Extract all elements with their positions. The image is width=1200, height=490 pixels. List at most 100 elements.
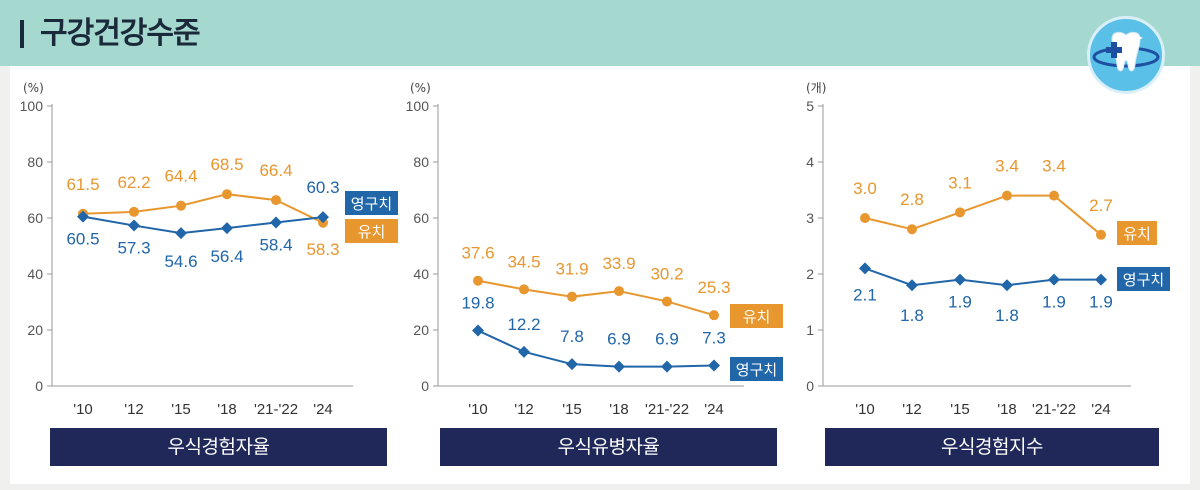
chart-3-point-child <box>860 213 870 223</box>
chart-2-caption: 우식유병자율 <box>440 428 777 466</box>
chart-2-x-tick-label: '15 <box>562 401 582 418</box>
chart-2-y-tick-label: 0 <box>421 378 429 394</box>
chart-1-data-label: 57.3 <box>117 239 150 258</box>
chart-1-x-tick-label: '24 <box>313 401 333 418</box>
chart-3-legend-tag-permanent <box>1117 267 1170 291</box>
chart-1-legend-label: 영구치 <box>351 195 392 213</box>
chart-1-point-permanent <box>175 227 187 240</box>
chart-1-caption: 우식경험자율 <box>50 428 387 466</box>
chart-3-x-tick-label: '15 <box>950 401 970 418</box>
chart-1-y-tick-label: 0 <box>35 378 43 394</box>
chart-2-data-label: 12.2 <box>507 315 540 334</box>
chart-2-point-child <box>519 284 529 295</box>
chart-1-legend-label: 유치 <box>358 223 386 241</box>
chart-1-series-line-permanent <box>82 215 324 235</box>
chart-2-data-label: 34.5 <box>507 252 540 271</box>
chart-1-legend-tag-permanent <box>345 191 398 215</box>
chart-2-x-tick-label: '21-'22 <box>645 401 689 418</box>
chart-2-data-label: 30.2 <box>650 264 683 283</box>
chart-3-y-tick-label: 4 <box>806 154 814 170</box>
chart-1-x-tick-label: '12 <box>124 401 144 418</box>
chart-3-point-permanent <box>859 262 871 275</box>
chart-2-series-line-permanent <box>477 329 715 368</box>
chart-2-data-label: 6.9 <box>655 330 679 349</box>
chart-3-point-permanent <box>1001 279 1013 292</box>
chart-3-series-line-child <box>864 194 1102 236</box>
chart-2-point-child <box>662 296 672 307</box>
chart-3-y-tick-label: 2 <box>806 266 814 282</box>
chart-3-x-tick-label: '12 <box>902 401 922 418</box>
chart-2-point-permanent <box>566 358 578 371</box>
chart-2-x-tick-label: '10 <box>468 401 488 418</box>
chart-3-data-label: 1.9 <box>1042 293 1066 312</box>
chart-1-data-label: 68.5 <box>210 155 243 174</box>
chart-3-point-child <box>1096 229 1106 240</box>
chart-3-y-tick-label: 5 <box>806 98 814 114</box>
chart-3-point-permanent <box>1048 273 1060 286</box>
chart-2-y-tick-label: 40 <box>413 266 429 282</box>
chart-3-x-tick-label: '24 <box>1091 401 1111 418</box>
chart-3-x-tick-label: '21-'22 <box>1032 401 1076 418</box>
chart-2-point-child <box>709 310 719 321</box>
chart-1-unit-label: (%) <box>23 81 44 95</box>
chart-1-y-tick-label: 20 <box>27 322 43 338</box>
chart-3-point-permanent <box>1095 273 1107 286</box>
chart-1-x-tick-label: '15 <box>171 401 191 418</box>
chart-2-data-label: 37.6 <box>461 244 494 263</box>
chart-2-y-tick-label: 100 <box>406 98 430 114</box>
chart-3-data-label: 2.8 <box>900 190 924 209</box>
chart-3-point-child <box>1002 190 1012 201</box>
chart-2-data-label: 33.9 <box>602 254 635 273</box>
chart-3-point-child <box>907 224 917 235</box>
chart-1-data-label: 66.4 <box>259 161 292 180</box>
chart-1-data-label: 60.5 <box>66 230 99 249</box>
chart-1-y-tick-label: 80 <box>27 154 43 170</box>
chart-1-legend-tag-child <box>345 219 398 243</box>
chart-2-point-permanent <box>613 360 625 373</box>
chart-1-point-permanent <box>128 219 140 232</box>
chart-1-y-tick-label: 100 <box>20 98 44 114</box>
chart-2-x-tick-label: '24 <box>704 401 724 418</box>
chart-1-point-permanent <box>77 210 89 223</box>
chart-1-x-tick-label: '21-'22 <box>254 401 298 418</box>
chart-1-data-label: 60.3 <box>306 178 339 197</box>
chart-2-data-label: 6.9 <box>607 330 631 349</box>
chart-1-point-permanent <box>317 211 329 224</box>
chart-2-legend-tag-permanent <box>730 357 783 381</box>
chart-2-x-tick-label: '12 <box>514 401 534 418</box>
chart-1-point-child <box>176 200 186 211</box>
chart-3-data-label: 2.7 <box>1089 196 1113 215</box>
chart-3-point-permanent <box>906 279 918 292</box>
chart-3-x-tick-label: '18 <box>997 401 1017 418</box>
chart-3-legend-tag-child <box>1117 221 1157 245</box>
chart-1-series-line-child <box>82 193 324 224</box>
chart-3-legend-label: 영구치 <box>1123 271 1164 289</box>
header-accent-bar <box>20 20 24 48</box>
chart-2-y-tick-label: 60 <box>413 210 429 226</box>
chart-3-x-tick-label: '10 <box>855 401 875 418</box>
chart-2-point-permanent <box>661 360 673 373</box>
chart-1-point-permanent <box>221 222 233 235</box>
chart-3-y-tick-label: 1 <box>806 322 814 338</box>
chart-2-series-line-child <box>477 279 715 317</box>
chart-3-caption: 우식경험지수 <box>825 428 1159 466</box>
chart-1-data-label: 58.3 <box>306 240 339 259</box>
chart-2-unit-label: (%) <box>410 81 431 95</box>
chart-2-point-permanent <box>708 359 720 372</box>
chart-2-legend-label: 유치 <box>743 308 771 326</box>
chart-3-data-label: 3.0 <box>853 179 877 198</box>
chart-3-series-line-permanent <box>864 267 1101 287</box>
tooth-cross-icon <box>1087 16 1165 94</box>
page-title: 구강건강수준 <box>40 16 201 51</box>
chart-2-data-label: 25.3 <box>697 278 730 297</box>
chart-1-point-child <box>271 195 281 206</box>
chart-3-data-label: 1.9 <box>1089 293 1113 312</box>
chart-2-y-tick-label: 20 <box>413 322 429 338</box>
chart-2-point-permanent <box>518 345 530 358</box>
chart-2-data-label: 31.9 <box>555 260 588 279</box>
chart-1-point-child <box>222 189 232 200</box>
chart-1-x-tick-label: '10 <box>73 401 93 418</box>
chart-3-point-child <box>1049 190 1059 201</box>
chart-1-data-label: 58.4 <box>259 235 292 254</box>
